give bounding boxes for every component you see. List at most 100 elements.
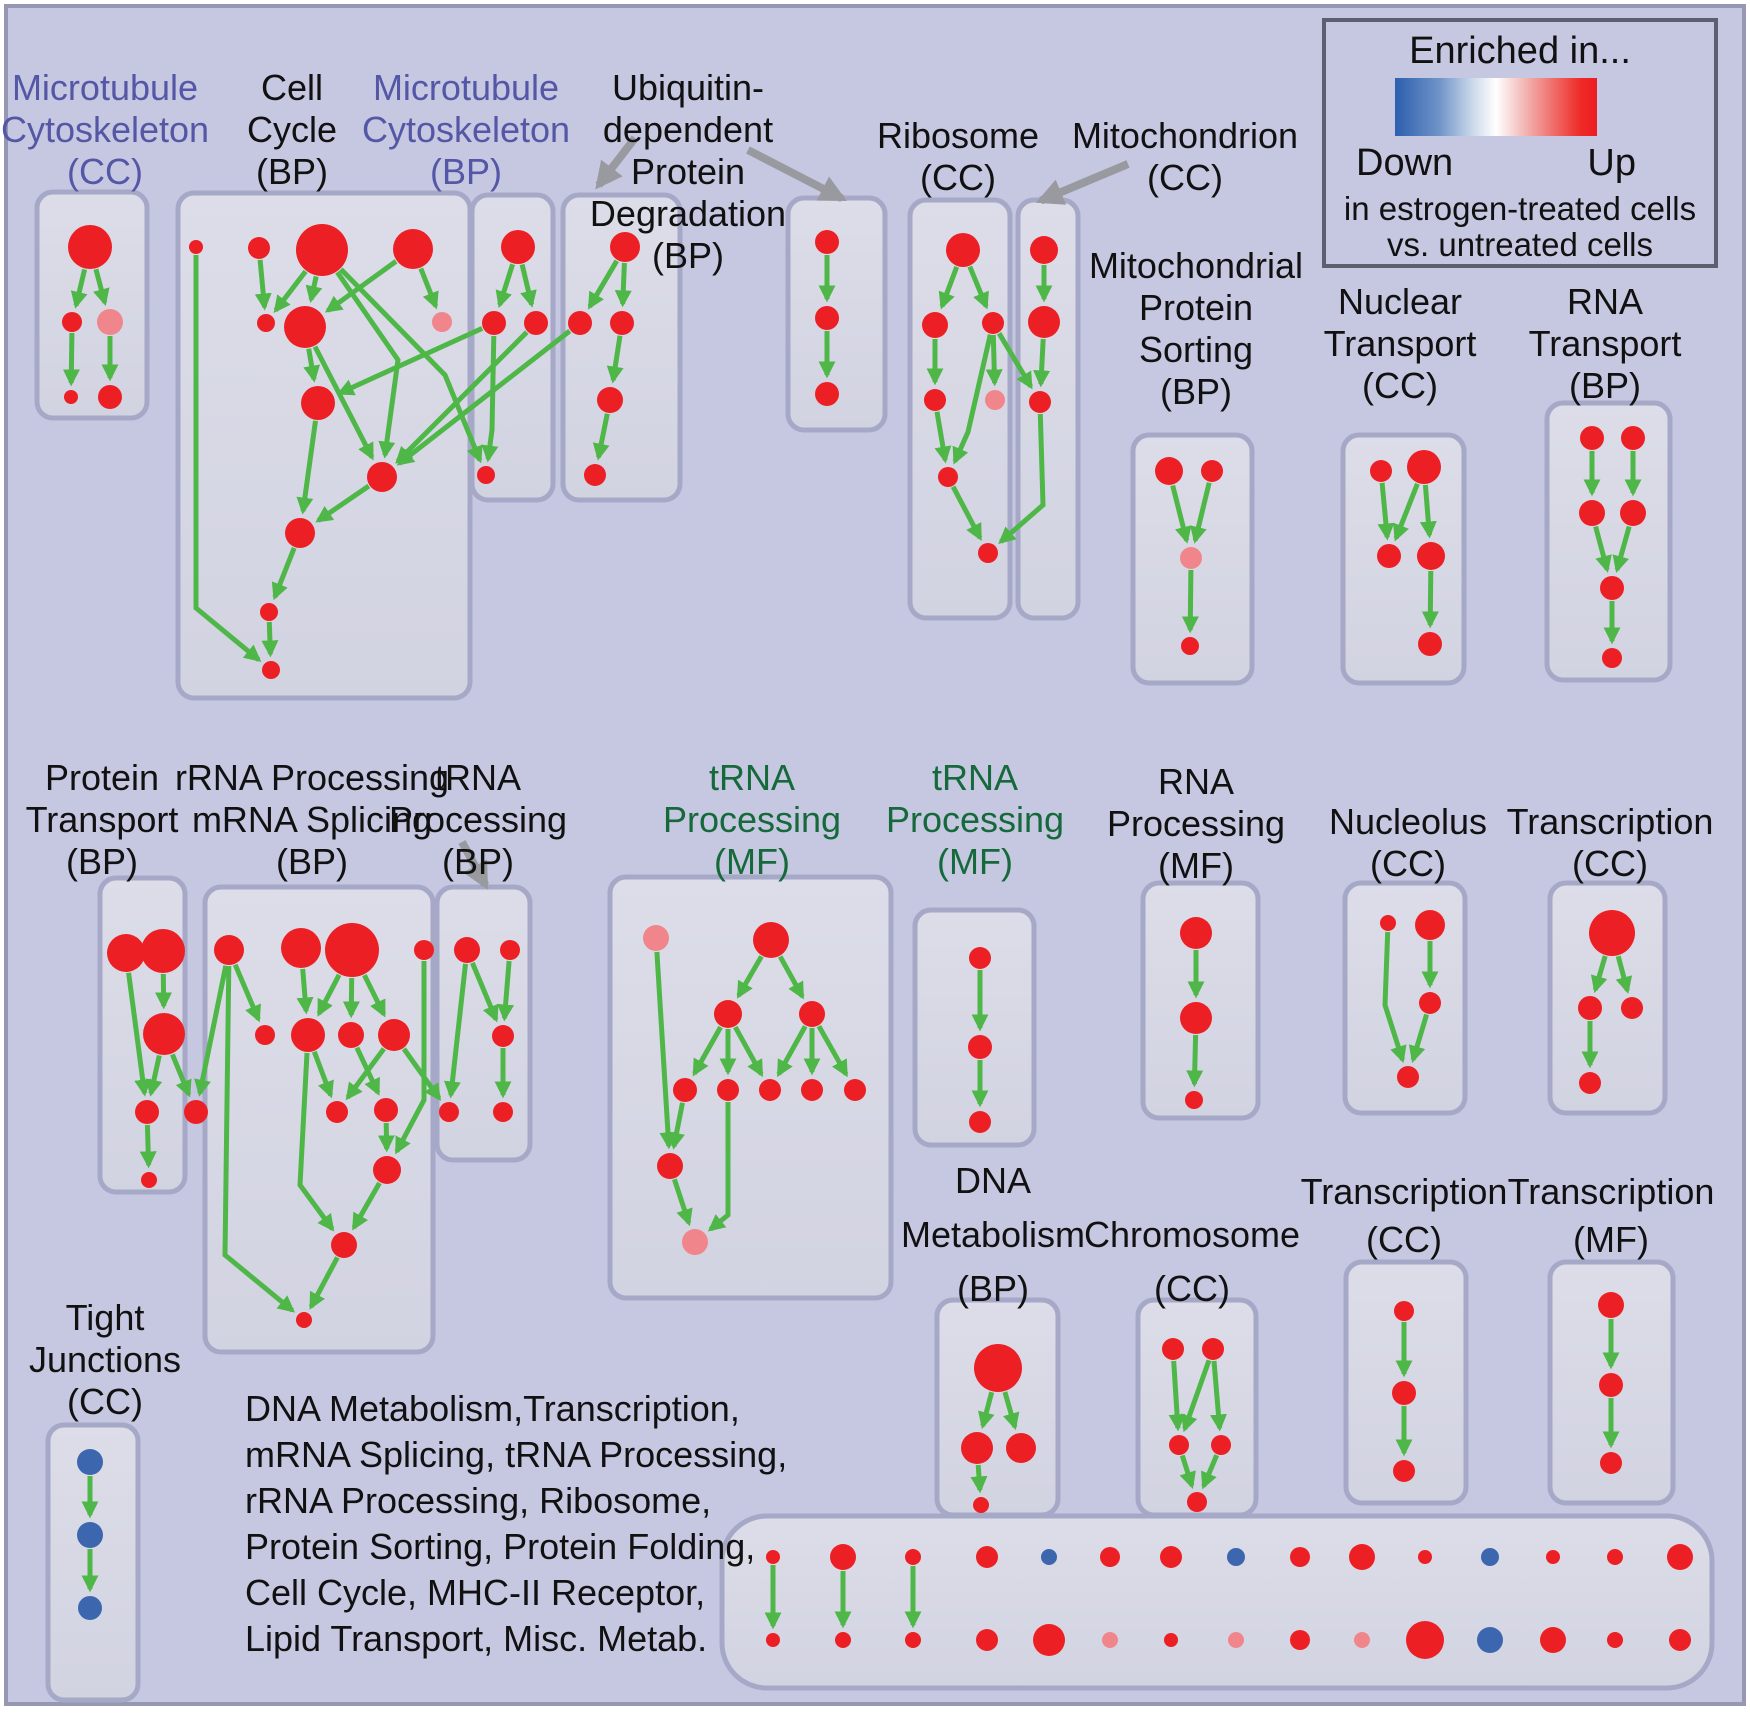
edge-arrow bbox=[394, 961, 427, 1155]
transcription-cc-3-label: Transcription (CC) bbox=[1301, 1168, 1508, 1264]
transcription-cc-2-label-line: Transcription bbox=[1506, 801, 1714, 842]
node-misc-top bbox=[1290, 1547, 1310, 1567]
node-trna-mf-1 bbox=[717, 1079, 739, 1101]
node-ubiquitin-bp-2 bbox=[815, 230, 839, 254]
mitochondrion-label-label-line: Mitochondrion bbox=[1071, 115, 1299, 156]
nucleolus-cc-label-line: (CC) bbox=[1370, 843, 1446, 884]
legend-title: Enriched in... bbox=[1409, 30, 1631, 72]
node-rrna-mrna-bp bbox=[378, 1019, 410, 1051]
node-microtubule-bp bbox=[477, 466, 495, 484]
node-trna-mf-1 bbox=[753, 922, 789, 958]
node-nucleolus-cc bbox=[1419, 992, 1441, 1014]
edge-arrow bbox=[1181, 569, 1199, 634]
edge-arrow bbox=[311, 1050, 334, 1099]
edge-arrow bbox=[736, 955, 764, 999]
edge-arrow bbox=[315, 483, 371, 523]
ubiquitin-label-label-line: Degradation bbox=[589, 193, 787, 234]
misc-category-text-line: Protein Sorting, Protein Folding, bbox=[245, 1526, 756, 1567]
node-ubiquitin-bp-2 bbox=[815, 306, 839, 330]
node-ribosome-cc bbox=[924, 389, 946, 411]
transcription-cc-3-label-line: Transcription bbox=[1300, 1171, 1508, 1212]
node-trna-mf-2 bbox=[968, 1035, 992, 1059]
node-microtubule-cc bbox=[68, 225, 112, 269]
node-ribosome-cc bbox=[982, 312, 1004, 334]
node-cell-cycle bbox=[285, 518, 315, 548]
edge-arrow bbox=[316, 973, 342, 1017]
node-microtubule-bp bbox=[501, 230, 535, 264]
ubiquitin-label-label-line: dependent bbox=[602, 109, 774, 150]
node-ubiquitin-bp-1 bbox=[610, 232, 640, 262]
edge-arrow bbox=[193, 255, 262, 662]
rrna-mrna-bp-label-line: rRNA Processing bbox=[174, 757, 450, 798]
node-rrna-mrna-bp bbox=[214, 935, 244, 965]
node-rrna-mrna-bp bbox=[374, 1098, 398, 1122]
node-trna-mf-1 bbox=[714, 1000, 742, 1028]
node-trna-mf-2 bbox=[969, 1111, 991, 1133]
node-misc-top bbox=[830, 1544, 856, 1570]
node-misc-bottom bbox=[1290, 1630, 1310, 1650]
protein-transport-label-line: Transport bbox=[25, 799, 179, 840]
node-rna-transport bbox=[1602, 648, 1622, 668]
trna-mf-2-label-line: tRNA bbox=[931, 757, 1018, 798]
cluster-box-misc-strip bbox=[719, 1513, 1715, 1691]
edge-arrow bbox=[418, 267, 439, 310]
nucleolus-cc-label-line: Nucleolus bbox=[1328, 801, 1488, 842]
node-ubiquitin-bp-1 bbox=[610, 311, 634, 335]
tight-junctions-label-line: Junctions bbox=[28, 1339, 182, 1380]
edge-arrow-cross bbox=[336, 326, 484, 396]
node-misc-bottom bbox=[905, 1632, 921, 1648]
node-ubiquitin-bp-1 bbox=[568, 311, 592, 335]
node-tight-junctions bbox=[78, 1596, 102, 1620]
trna-mf-1-label-line: (MF) bbox=[714, 841, 790, 882]
node-misc-top bbox=[1100, 1547, 1120, 1567]
node-transcription-cc-2 bbox=[1578, 996, 1602, 1020]
node-misc-top bbox=[1160, 1546, 1182, 1568]
edge-arrow bbox=[232, 963, 261, 1023]
edge-arrow-cross bbox=[996, 332, 1033, 390]
node-trna-bp bbox=[493, 1102, 513, 1122]
node-transcription-cc-2 bbox=[1621, 997, 1643, 1019]
edge-arrow-cross bbox=[396, 329, 572, 466]
node-misc-bottom bbox=[766, 1633, 780, 1647]
edge-arrow bbox=[271, 546, 297, 601]
node-microtubule-cc bbox=[62, 312, 82, 332]
edge-arrow bbox=[985, 334, 1003, 387]
dna-metabolism-label-line: DNA bbox=[954, 1160, 1031, 1201]
microtubule-bp-label: Microtubule Cytoskeleton (BP) bbox=[362, 67, 570, 193]
dna-metabolism-label-line: Metabolism bbox=[900, 1214, 1086, 1255]
node-rrna-mrna-bp bbox=[373, 1156, 401, 1184]
edge-arrow bbox=[145, 1054, 163, 1097]
edge-arrow-cross bbox=[401, 1047, 442, 1101]
edge-arrow bbox=[324, 259, 398, 313]
node-ribosome-cc bbox=[946, 233, 980, 267]
node-rrna-mrna-bp bbox=[296, 1312, 312, 1328]
cluster-box-trna-mf-2 bbox=[912, 907, 1037, 1148]
cluster-box-rna-processing-mf bbox=[1140, 880, 1261, 1121]
edge-arrow bbox=[296, 968, 314, 1015]
node-transcription-mf bbox=[1598, 1292, 1624, 1318]
node-transcription-cc-2 bbox=[1589, 910, 1635, 956]
edge-arrow bbox=[1615, 955, 1633, 994]
edge-arrow bbox=[377, 1122, 395, 1153]
edge-arrow bbox=[614, 262, 632, 308]
cluster-box-nuclear-transport bbox=[1340, 432, 1467, 686]
edge-arrow bbox=[1382, 931, 1407, 1064]
node-cell-cycle bbox=[393, 229, 433, 269]
node-nucleolus-cc bbox=[1380, 915, 1396, 931]
node-misc-bottom bbox=[1033, 1624, 1065, 1656]
mitochondrion-label-label: Mitochondrion (CC) bbox=[1072, 115, 1298, 199]
chromosome-cc-label-line: (CC) bbox=[1154, 1268, 1230, 1309]
node-misc-bottom bbox=[1228, 1632, 1244, 1648]
node-cell-cycle bbox=[248, 237, 270, 259]
node-rna-processing-mf bbox=[1180, 1002, 1212, 1034]
rna-processing-mf-label-line: RNA bbox=[1157, 761, 1234, 802]
node-rna-transport bbox=[1620, 500, 1646, 526]
edge-arrow bbox=[606, 335, 624, 384]
protein-transport-label-line: (BP) bbox=[66, 841, 138, 882]
edge-arrow bbox=[967, 265, 989, 310]
cell-cycle-label-line: Cell bbox=[260, 67, 323, 108]
nuclear-transport-label: Nuclear Transport (CC) bbox=[1324, 281, 1477, 407]
edge-arrow bbox=[776, 1025, 808, 1078]
trna-bp-label-line: Processing bbox=[388, 799, 568, 840]
node-rna-processing-mf bbox=[1185, 1091, 1203, 1109]
